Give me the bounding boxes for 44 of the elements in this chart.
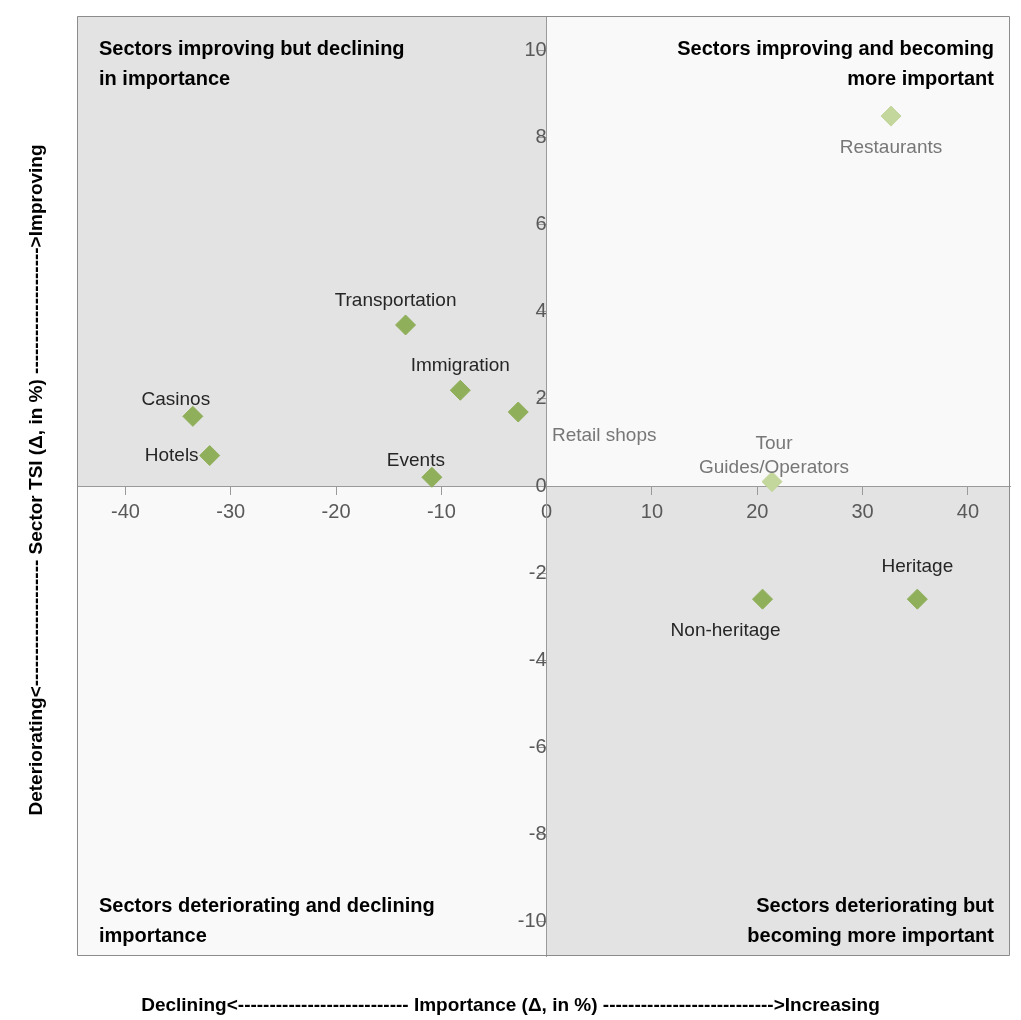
series-label: Tour Guides/Operators xyxy=(699,431,849,477)
series-label: Casinos xyxy=(141,387,211,409)
y-tick-label: 6 xyxy=(535,212,547,235)
x-tick-label: -40 xyxy=(110,499,140,522)
annotation: Sectors improving and becoming more important xyxy=(676,36,994,91)
y-tick-label: -6 xyxy=(528,734,547,757)
point xyxy=(752,588,774,610)
x-tick-label: 20 xyxy=(746,499,769,522)
x-axis-title: Declining<--------------------------- Importance (Δ, in %) --------------------------->Increasing xyxy=(140,994,881,1016)
series-label: Immigration xyxy=(410,354,510,376)
point xyxy=(449,379,471,401)
point xyxy=(906,588,928,610)
annotation: Sectors improving but declining in importance xyxy=(99,36,406,91)
y-tick-label: -8 xyxy=(528,821,547,844)
series-label: Retail shops xyxy=(551,424,657,446)
series-label: Non-heritage xyxy=(670,619,781,641)
point xyxy=(199,445,221,467)
y-tick-label: 8 xyxy=(535,125,547,148)
series-label: Heritage xyxy=(881,555,954,577)
x-tick-label: 40 xyxy=(956,499,979,522)
point xyxy=(182,405,204,427)
y-tick-label: -10 xyxy=(517,908,547,931)
y-tick-label: 2 xyxy=(535,386,547,409)
point xyxy=(421,466,443,488)
series-label: Restaurants xyxy=(839,136,943,158)
y-tick-label: 0 xyxy=(535,473,547,496)
series-label: Hotels xyxy=(144,443,199,465)
x-tick-label: 10 xyxy=(640,499,664,522)
point xyxy=(880,105,902,127)
y-tick-label: 4 xyxy=(535,299,547,322)
series-label: Transportation xyxy=(334,289,457,311)
point xyxy=(507,401,529,423)
x-tick-label: -20 xyxy=(321,499,351,522)
annotation: Sectors deteriorating and declining importance xyxy=(99,893,436,948)
x-tick-label: -10 xyxy=(426,499,456,522)
point xyxy=(395,314,417,336)
y-tick-label: -4 xyxy=(528,647,547,670)
y-tick-label: 10 xyxy=(524,38,547,61)
series-label: Events xyxy=(386,448,445,470)
x-tick-label: 30 xyxy=(851,499,874,522)
y-axis-title: Deteriorating<-------------------- Sector TSI (Δ, in %) -------------------->Improving xyxy=(24,143,47,818)
y-tick-label: -2 xyxy=(528,560,547,583)
x-tick-label: -30 xyxy=(216,499,246,522)
annotation: Sectors deteriorating but becoming more important xyxy=(746,893,994,948)
